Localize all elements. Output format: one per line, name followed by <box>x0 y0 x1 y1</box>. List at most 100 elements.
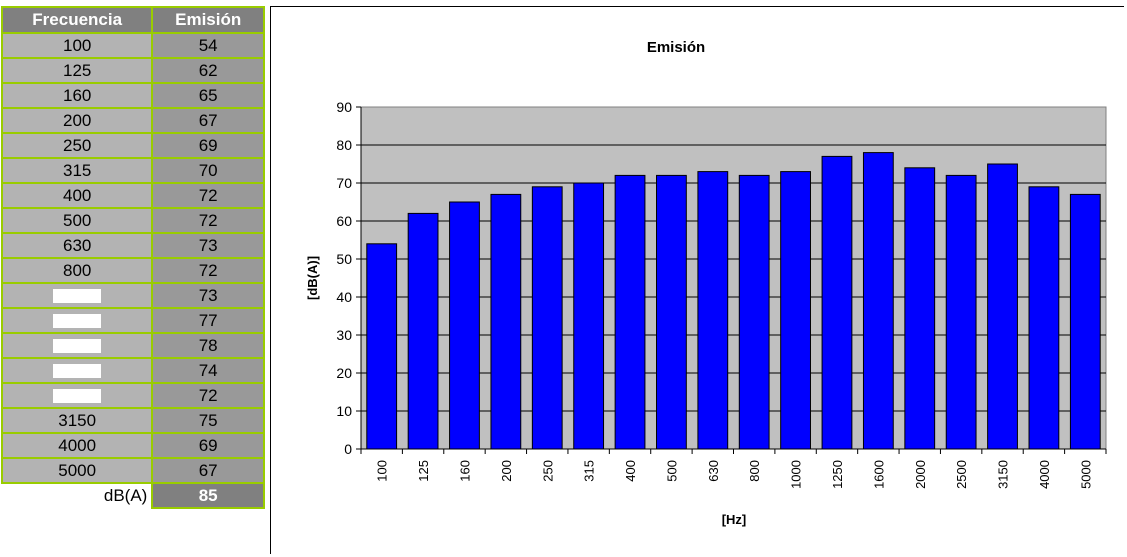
bar[interactable] <box>407 212 439 450</box>
y-tick-label: 30 <box>336 327 352 343</box>
x-tick-label: 315 <box>582 460 597 482</box>
table-header-row: Frecuencia Emisión <box>0 6 265 34</box>
x-tick-label: 2000 <box>913 460 928 489</box>
x-axis-label: [Hz] <box>722 512 747 527</box>
frequency-cell[interactable] <box>0 382 154 409</box>
y-axis-label: [dB(A)] <box>305 256 320 300</box>
frequency-cell[interactable]: 315 <box>0 157 154 184</box>
y-tick-label: 90 <box>336 99 352 115</box>
total-row: dB(A) 85 <box>2 482 265 509</box>
table-row: 100 54 <box>0 32 265 59</box>
table-row: 630 73 <box>0 232 265 259</box>
plot-area <box>360 106 1107 450</box>
bar[interactable] <box>862 152 894 450</box>
table-row: 74 <box>0 357 265 384</box>
frequency-cell[interactable]: 250 <box>0 132 154 159</box>
frequency-cell[interactable] <box>0 357 154 384</box>
emission-cell[interactable]: 72 <box>151 207 265 234</box>
emission-cell[interactable]: 62 <box>151 57 265 84</box>
bar[interactable] <box>1028 186 1060 450</box>
x-tick-label: 250 <box>540 460 555 482</box>
table-row: 125 62 <box>0 57 265 84</box>
table-row: 4000 69 <box>0 432 265 459</box>
x-tick-label: 160 <box>457 460 472 482</box>
total-value[interactable]: 85 <box>151 482 265 509</box>
frequency-cell[interactable]: 160 <box>0 82 154 109</box>
table-row: 250 69 <box>0 132 265 159</box>
x-tick-label: 125 <box>416 460 431 482</box>
frequency-cell[interactable]: 400 <box>0 182 154 209</box>
bar[interactable] <box>531 186 563 450</box>
emission-cell[interactable]: 70 <box>151 157 265 184</box>
frequency-cell[interactable]: 630 <box>0 232 154 259</box>
emission-cell[interactable]: 74 <box>151 357 265 384</box>
emission-cell[interactable]: 54 <box>151 32 265 59</box>
emission-cell[interactable]: 65 <box>151 82 265 109</box>
blank-cell-fill <box>53 314 102 329</box>
y-tick-label: 50 <box>336 251 352 267</box>
bar[interactable] <box>821 155 853 450</box>
header-emision[interactable]: Emisión <box>151 6 265 34</box>
frequency-cell[interactable]: 3150 <box>0 407 154 434</box>
frequency-cell[interactable]: 200 <box>0 107 154 134</box>
bar[interactable] <box>573 182 605 450</box>
bar[interactable] <box>697 171 729 450</box>
header-frecuencia[interactable]: Frecuencia <box>0 6 154 34</box>
y-tick-label: 0 <box>344 441 352 457</box>
emission-cell[interactable]: 73 <box>151 232 265 259</box>
emission-cell[interactable]: 75 <box>151 407 265 434</box>
bar[interactable] <box>614 174 646 450</box>
y-tick-label: 10 <box>336 403 352 419</box>
x-tick-label: 1000 <box>789 460 804 489</box>
frequency-cell[interactable]: 100 <box>0 32 154 59</box>
frequency-cell[interactable] <box>0 307 154 334</box>
bar[interactable] <box>945 174 977 450</box>
table-row: 160 65 <box>0 82 265 109</box>
emission-cell[interactable]: 78 <box>151 332 265 359</box>
bar[interactable] <box>1069 193 1101 450</box>
frequency-cell[interactable] <box>0 332 154 359</box>
emission-cell[interactable]: 72 <box>151 382 265 409</box>
blank-cell-fill <box>53 289 102 304</box>
table-row: 400 72 <box>0 182 265 209</box>
emission-cell[interactable]: 77 <box>151 307 265 334</box>
x-tick-label: 1600 <box>871 460 886 489</box>
frequency-cell[interactable]: 800 <box>0 257 154 284</box>
frequency-cell[interactable] <box>0 282 154 309</box>
bars <box>366 152 1101 450</box>
frequency-cell[interactable]: 5000 <box>0 457 154 484</box>
x-tick-label: 400 <box>623 460 638 482</box>
bar[interactable] <box>366 243 398 450</box>
bar[interactable] <box>490 193 522 450</box>
bar[interactable] <box>987 163 1018 450</box>
table-row: 77 <box>0 307 265 334</box>
emission-cell[interactable]: 69 <box>151 432 265 459</box>
x-tick-label: 630 <box>706 460 721 482</box>
blank-cell-fill <box>53 339 102 354</box>
bar[interactable] <box>904 167 936 450</box>
x-tick-label: 2500 <box>954 460 969 489</box>
chart-area[interactable]: Emisión 0 10 20 30 40 50 60 70 80 90 100 125 160 200… <box>270 6 1124 554</box>
frequency-cell[interactable]: 4000 <box>0 432 154 459</box>
bar[interactable] <box>656 174 687 450</box>
table-row: 3150 75 <box>0 407 265 434</box>
bar[interactable] <box>780 171 811 450</box>
table-row: 73 <box>0 282 265 309</box>
emission-cell[interactable]: 67 <box>151 107 265 134</box>
table-row: 72 <box>0 382 265 409</box>
blank-cell-fill <box>53 364 102 379</box>
emission-cell[interactable]: 73 <box>151 282 265 309</box>
bar[interactable] <box>738 174 770 450</box>
emission-cell[interactable]: 67 <box>151 457 265 484</box>
x-tick-label: 200 <box>499 460 514 482</box>
frequency-cell[interactable]: 500 <box>0 207 154 234</box>
bar[interactable] <box>449 201 480 450</box>
emission-cell[interactable]: 69 <box>151 132 265 159</box>
x-tick-label: 1250 <box>830 460 845 489</box>
frequency-cell[interactable]: 125 <box>0 57 154 84</box>
total-label: dB(A) <box>2 483 153 508</box>
emission-cell[interactable]: 72 <box>151 257 265 284</box>
emission-cell[interactable]: 72 <box>151 182 265 209</box>
x-tick-label: 5000 <box>1078 460 1093 489</box>
